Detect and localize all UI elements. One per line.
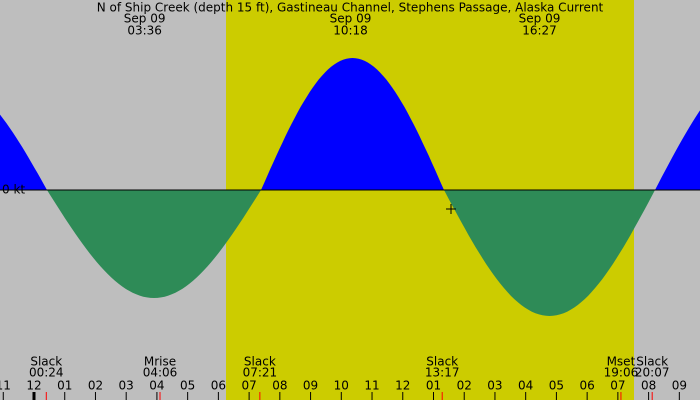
extreme-time: 16:27: [522, 24, 557, 38]
event-time: 13:17: [425, 366, 460, 380]
extreme-time: 10:18: [333, 24, 368, 38]
hour-label: 03: [119, 379, 134, 393]
hour-label: 03: [487, 379, 502, 393]
event-label: Mset: [607, 355, 636, 369]
event-label: Mrise: [144, 355, 176, 369]
flood-lobe: [261, 58, 444, 190]
hour-label: 11: [0, 379, 11, 393]
hour-label: 09: [672, 379, 687, 393]
current-curve: [0, 58, 700, 316]
hour-label: 06: [211, 379, 226, 393]
flood-lobe: [0, 114, 47, 190]
hour-label: 05: [549, 379, 564, 393]
hour-label: 08: [641, 379, 656, 393]
extreme-time: 03:36: [127, 24, 162, 38]
event-time: 00:24: [29, 366, 64, 380]
hour-label: 04: [149, 379, 164, 393]
extreme-date: Sep 09: [519, 12, 561, 26]
extreme-date: Sep 09: [330, 12, 372, 26]
event-time: 07:21: [243, 366, 278, 380]
cursor: [446, 204, 456, 214]
hour-label: 07: [610, 379, 625, 393]
hour-label: 09: [303, 379, 318, 393]
hour-label: 11: [364, 379, 379, 393]
hour-label: 08: [272, 379, 287, 393]
ebb-lobe: [444, 190, 655, 316]
zero-label: 0 kt: [2, 183, 25, 197]
hour-label: 10: [334, 379, 349, 393]
chart-title: N of Ship Creek (depth 15 ft), Gastineau…: [97, 1, 604, 15]
event-label: Slack: [30, 355, 62, 369]
hour-label: 02: [88, 379, 103, 393]
hour-label: 04: [518, 379, 533, 393]
hour-label: 07: [241, 379, 256, 393]
hour-label: 12: [395, 379, 410, 393]
hour-label: 02: [457, 379, 472, 393]
event-time: 20:07: [635, 366, 670, 380]
hour-label: 12: [26, 379, 41, 393]
event-time: 04:06: [143, 366, 178, 380]
ebb-lobe: [47, 190, 261, 298]
event-time: 19:06: [604, 366, 639, 380]
event-label: Slack: [244, 355, 276, 369]
event-label: Slack: [636, 355, 668, 369]
hour-label: 01: [426, 379, 441, 393]
hour-label: 05: [180, 379, 195, 393]
extreme-date: Sep 09: [124, 12, 166, 26]
flood-lobe: [655, 110, 700, 190]
hour-label: 01: [57, 379, 72, 393]
event-label: Slack: [426, 355, 458, 369]
hour-label: 06: [579, 379, 594, 393]
